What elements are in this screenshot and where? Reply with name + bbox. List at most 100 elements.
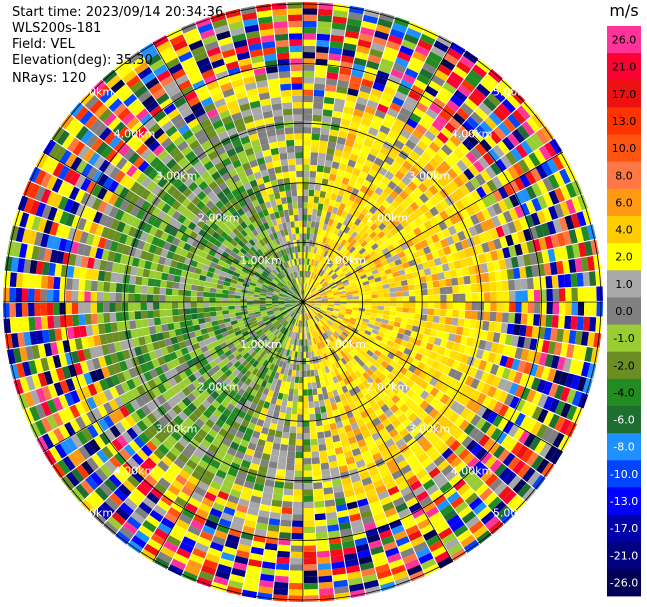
ppi-gate bbox=[196, 508, 209, 519]
ppi-gate bbox=[67, 452, 81, 468]
ppi-gate bbox=[407, 284, 415, 291]
ppi-gate bbox=[215, 469, 227, 479]
ppi-gate bbox=[334, 278, 341, 284]
ppi-gate bbox=[377, 18, 393, 29]
ppi-gate bbox=[87, 424, 99, 439]
ppi-gate bbox=[229, 346, 238, 354]
ppi-gate bbox=[343, 315, 351, 320]
ppi-gate bbox=[395, 438, 406, 449]
ppi-gate bbox=[67, 137, 80, 153]
ppi-gate bbox=[250, 388, 258, 397]
ppi-gate bbox=[256, 281, 263, 287]
ppi-gate bbox=[460, 384, 471, 396]
ppi-gate bbox=[198, 570, 215, 582]
ppi-gate bbox=[3, 318, 11, 334]
ppi-gate bbox=[463, 423, 475, 436]
ppi-gate bbox=[289, 331, 294, 338]
ppi-gate bbox=[433, 257, 442, 266]
ppi-gate bbox=[521, 448, 534, 463]
ppi-gate bbox=[56, 250, 65, 264]
ppi-gate bbox=[365, 298, 372, 302]
ppi-gate bbox=[348, 193, 357, 202]
ppi-gate bbox=[55, 367, 66, 382]
ppi-gate bbox=[384, 155, 395, 166]
ppi-gate bbox=[483, 492, 498, 506]
ppi-gate bbox=[277, 316, 284, 322]
ppi-gate bbox=[435, 476, 449, 489]
ppi-gate bbox=[373, 338, 381, 346]
ppi-gate bbox=[312, 202, 319, 210]
ppi-gate bbox=[339, 432, 348, 441]
ppi-gate bbox=[523, 433, 536, 448]
ppi-gate bbox=[310, 287, 316, 293]
ppi-gate bbox=[144, 457, 157, 470]
ppi-gate bbox=[175, 474, 188, 486]
ppi-gate bbox=[309, 303, 316, 306]
ppi-gate bbox=[519, 324, 527, 337]
ppi-gate bbox=[252, 430, 261, 439]
ppi-gate bbox=[353, 210, 361, 218]
ppi-gate bbox=[176, 334, 185, 343]
ppi-gate bbox=[429, 434, 440, 446]
ppi-gate bbox=[35, 202, 46, 217]
ppi-gate bbox=[595, 317, 603, 333]
ppi-gate bbox=[433, 439, 445, 451]
ppi-gate bbox=[419, 68, 434, 80]
ppi-gate bbox=[305, 252, 308, 259]
ppi-gate bbox=[307, 339, 310, 346]
ppi-gate bbox=[495, 225, 505, 238]
ppi-gate bbox=[262, 421, 271, 429]
ppi-gate bbox=[381, 279, 389, 285]
ppi-gate bbox=[80, 337, 89, 349]
ppi-gate bbox=[332, 110, 343, 119]
ppi-gate bbox=[305, 283, 308, 290]
ppi-gate bbox=[457, 249, 466, 260]
ppi-gate bbox=[308, 351, 312, 358]
ppi-gate bbox=[306, 271, 310, 278]
ppi-gate bbox=[204, 433, 215, 444]
ppi-gate bbox=[388, 282, 396, 288]
ppi-gate bbox=[404, 370, 414, 379]
ppi-gate bbox=[454, 501, 469, 514]
ppi-gate bbox=[409, 56, 425, 68]
ppi-gate bbox=[240, 375, 248, 383]
ppi-gate bbox=[540, 125, 554, 142]
ppi-gate bbox=[295, 306, 300, 313]
ppi-gate bbox=[546, 302, 553, 315]
ppi-gate bbox=[261, 326, 268, 332]
ppi-gate bbox=[553, 247, 563, 261]
ppi-gate bbox=[317, 437, 326, 445]
ppi-gate bbox=[400, 317, 408, 324]
ppi-gate bbox=[46, 289, 54, 302]
ppi-gate bbox=[282, 425, 290, 433]
ppi-gate bbox=[330, 555, 345, 563]
ppi-gate bbox=[358, 221, 366, 229]
ppi-gate bbox=[364, 456, 375, 466]
ppi-gate bbox=[292, 395, 299, 402]
ppi-gate bbox=[242, 255, 250, 262]
ppi-gate bbox=[313, 102, 324, 110]
ppi-gate bbox=[34, 169, 47, 186]
ppi-gate bbox=[133, 156, 145, 169]
ppi-gate bbox=[468, 497, 483, 511]
ppi-gate bbox=[326, 321, 333, 327]
ppi-gate bbox=[577, 287, 585, 301]
ppi-gate bbox=[497, 186, 509, 200]
ppi-gate bbox=[314, 343, 319, 351]
ppi-gate bbox=[191, 284, 198, 291]
ppi-gate bbox=[544, 235, 554, 250]
ppi-gate bbox=[411, 271, 420, 279]
ppi-gate bbox=[314, 307, 321, 311]
ppi-gate bbox=[393, 321, 401, 328]
ppi-gate bbox=[178, 302, 185, 309]
ppi-gate bbox=[315, 299, 322, 301]
ppi-gate bbox=[421, 90, 435, 103]
ppi-gate bbox=[152, 172, 164, 184]
ppi-gate bbox=[271, 499, 283, 508]
ppi-gate bbox=[345, 308, 353, 313]
ppi-gate bbox=[564, 315, 572, 330]
ppi-gate bbox=[330, 370, 336, 378]
ppi-gate bbox=[499, 355, 509, 367]
ppi-gate bbox=[409, 201, 420, 212]
ppi-gate bbox=[401, 418, 412, 428]
